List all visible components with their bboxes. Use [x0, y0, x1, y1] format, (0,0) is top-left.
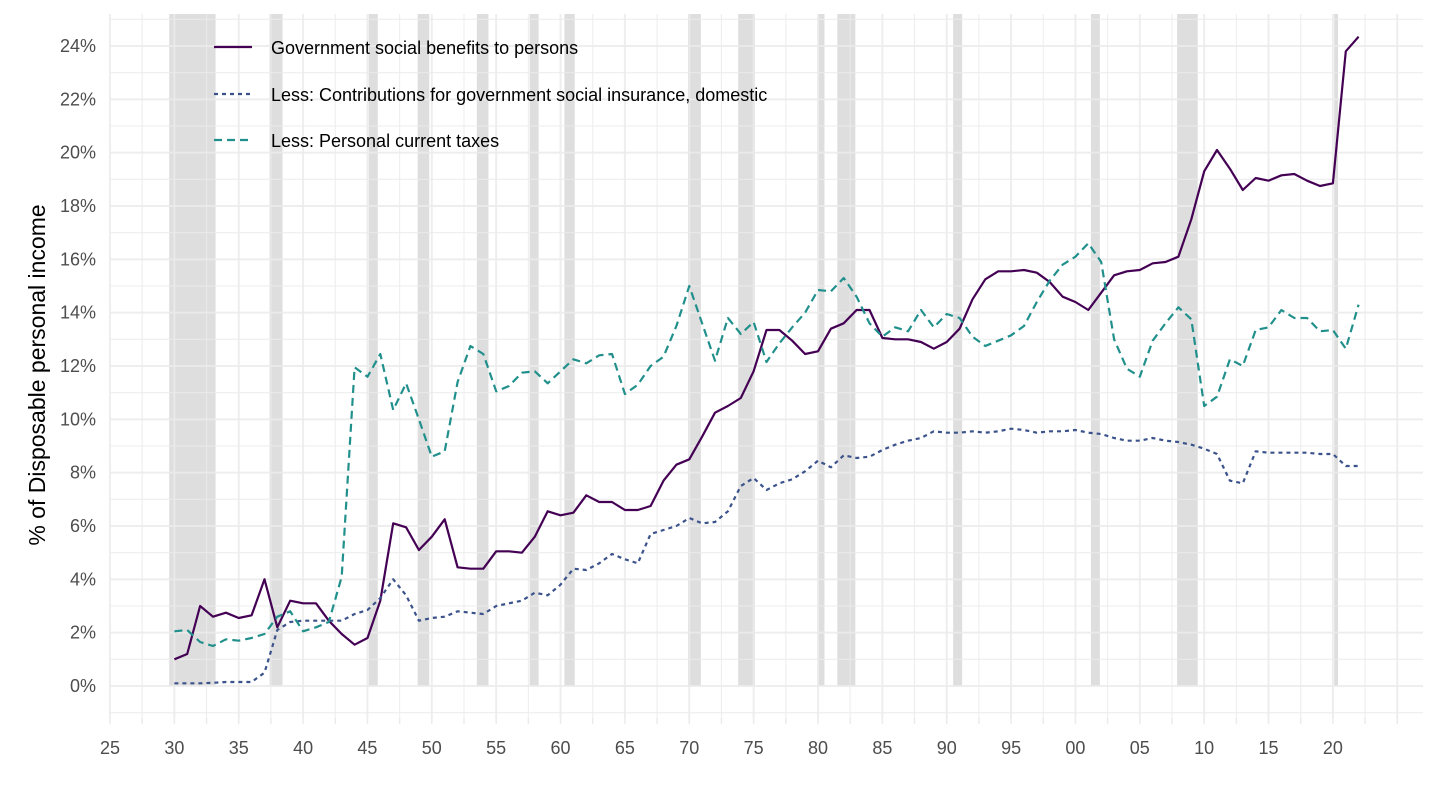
- recession-band: [417, 14, 430, 686]
- x-tick-label: 75: [744, 738, 764, 758]
- y-tick-label: 10%: [60, 409, 96, 429]
- y-tick-label: 22%: [60, 89, 96, 109]
- x-tick-label: 70: [679, 738, 699, 758]
- series-line-2: [174, 427, 1359, 685]
- x-tick-label: 40: [293, 738, 313, 758]
- y-tick-label: 24%: [60, 36, 96, 56]
- series-line-1: [173, 35, 1360, 661]
- legend-label: Less: Personal current taxes: [271, 131, 499, 151]
- recession-band: [1090, 14, 1100, 686]
- x-tick-label: 10: [1194, 738, 1214, 758]
- x-tick-label: 45: [357, 738, 377, 758]
- x-tick-label: 05: [1130, 738, 1150, 758]
- grid-lines: [109, 14, 1423, 718]
- y-tick-label: 14%: [60, 303, 96, 323]
- y-tick-label: 0%: [70, 676, 96, 696]
- legend-item-taxes: Less: Personal current taxes: [214, 131, 499, 151]
- y-axis-title: % of Disposable personal income: [24, 204, 50, 545]
- recession-band: [529, 14, 539, 686]
- x-tick-label: 15: [1259, 738, 1279, 758]
- recession-band: [368, 14, 378, 686]
- x-axis-ticks: 25 30 35 40 45 50 55 60 65 70 75 80 85 90 95 00 05 10 15 20: [100, 718, 1399, 758]
- recession-band: [817, 14, 825, 686]
- recession-band: [169, 14, 216, 686]
- x-tick-label: 65: [615, 738, 635, 758]
- y-tick-label: 20%: [60, 143, 96, 163]
- recession-band: [564, 14, 575, 686]
- y-tick-label: 6%: [70, 516, 96, 536]
- x-tick-label: 60: [551, 738, 571, 758]
- x-tick-label: 50: [422, 738, 442, 758]
- x-tick-label: 30: [164, 738, 184, 758]
- x-tick-label: 90: [937, 738, 957, 758]
- y-tick-label: 18%: [60, 196, 96, 216]
- series-lines: [173, 35, 1360, 685]
- recession-band: [738, 14, 755, 686]
- series-line-3: [174, 242, 1360, 648]
- recession-bands: [169, 14, 1339, 686]
- x-tick-label: 55: [486, 738, 506, 758]
- recession-band: [1334, 14, 1339, 686]
- recession-band: [476, 14, 489, 686]
- legend: Government social benefits to persons Le…: [214, 38, 767, 151]
- y-tick-label: 2%: [70, 623, 96, 643]
- recession-band: [1177, 14, 1198, 686]
- legend-label: Less: Contributions for government socia…: [271, 85, 767, 105]
- y-tick-label: 16%: [60, 249, 96, 269]
- legend-item-contributions: Less: Contributions for government socia…: [214, 85, 767, 105]
- x-tick-label: 95: [1001, 738, 1021, 758]
- recession-band: [269, 14, 283, 686]
- recession-band: [837, 14, 856, 686]
- x-tick-label: 20: [1323, 738, 1343, 758]
- y-tick-label: 4%: [70, 569, 96, 589]
- x-tick-label: 35: [229, 738, 249, 758]
- y-tick-label: 8%: [70, 463, 96, 483]
- x-tick-label: 85: [872, 738, 892, 758]
- recession-band: [953, 14, 963, 686]
- legend-item-benefits: Government social benefits to persons: [214, 38, 578, 58]
- y-axis-ticks: 0% 2% 4% 6% 8% 10% 12% 14% 16% 18% 20% 22% 24%: [60, 36, 96, 696]
- x-tick-label: 00: [1065, 738, 1085, 758]
- x-tick-label: 80: [808, 738, 828, 758]
- legend-label: Government social benefits to persons: [271, 38, 578, 58]
- x-tick-label: 25: [100, 738, 120, 758]
- y-tick-label: 12%: [60, 356, 96, 376]
